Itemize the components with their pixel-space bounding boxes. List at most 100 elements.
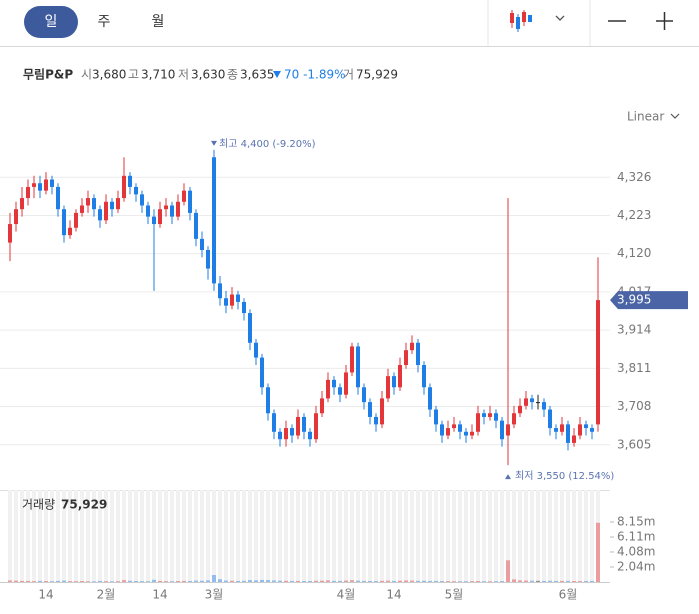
tab[interactable]: 월 — [152, 14, 165, 30]
dropdown-chevron[interactable] — [555, 15, 565, 21]
y-tick-label: 4,326 — [617, 170, 651, 184]
volume-bar — [170, 581, 174, 582]
high-marker — [211, 140, 217, 146]
volume-bar — [362, 580, 366, 582]
candle-body — [488, 413, 492, 417]
candle-body — [596, 300, 600, 425]
candle-body — [452, 424, 456, 429]
volume-bar — [38, 580, 42, 582]
volume-bar — [284, 580, 288, 582]
candle-body — [50, 179, 54, 187]
volume-bar — [20, 580, 24, 582]
volume-bar — [140, 581, 144, 582]
volume-bar — [194, 580, 198, 582]
candle-body — [506, 424, 510, 436]
volume-bar — [398, 580, 402, 582]
quote-label: 고 — [128, 68, 139, 82]
volume-tick-label: 4.08m — [617, 544, 655, 558]
y-tick-label: 3,914 — [617, 323, 651, 337]
candle-body — [584, 424, 588, 429]
volume-bar — [314, 580, 318, 582]
volume-tick-label: 6.11m — [617, 530, 655, 544]
volume-bar — [464, 581, 468, 582]
volume-bar — [368, 580, 372, 582]
candle-body — [74, 212, 78, 228]
candle-body — [494, 413, 498, 421]
y-tick-label: 3,811 — [617, 361, 651, 375]
tab[interactable]: 주 — [98, 14, 111, 30]
volume-bar — [536, 580, 540, 582]
high-label: 최고 4,400 (-9.20%) — [219, 138, 316, 150]
candle-body — [122, 175, 126, 199]
candle-body — [560, 424, 564, 432]
volume-bar — [470, 581, 474, 582]
volume-bar — [272, 580, 276, 582]
volume-bar — [440, 581, 444, 582]
y-tick-label: 3,605 — [617, 437, 651, 451]
candle-body — [152, 216, 156, 225]
volume-bar — [152, 579, 156, 582]
candle-body — [338, 387, 342, 395]
low-marker — [505, 474, 511, 480]
candle-body — [428, 387, 432, 410]
candle-body — [56, 186, 60, 210]
quote-value: 3,630 — [191, 68, 225, 82]
volume-title: 거래량 — [22, 498, 55, 512]
volume-bar — [338, 580, 342, 582]
candle-body — [368, 402, 372, 417]
change: 70 -1.89% — [284, 68, 346, 82]
volume-bar — [590, 580, 594, 582]
volume-bar — [488, 581, 492, 582]
candle-body — [230, 294, 234, 306]
quote-label: 시 — [81, 68, 92, 82]
tab-selected-bg[interactable] — [24, 6, 78, 38]
candle-body — [464, 431, 468, 436]
volume-bar — [308, 580, 312, 582]
volume-bar — [410, 580, 414, 582]
candle-body — [224, 298, 228, 306]
volume-bar — [206, 580, 210, 582]
volume-bar — [452, 581, 456, 582]
candle-body — [26, 186, 30, 199]
volume-bar — [572, 581, 576, 582]
volume-bar — [548, 580, 552, 582]
candle-body — [518, 405, 522, 414]
candle-body — [356, 346, 360, 388]
candle-body — [398, 365, 402, 388]
candle-body — [8, 224, 12, 243]
candle-body — [578, 424, 582, 436]
tab[interactable]: 일 — [45, 14, 58, 30]
volume-bar — [212, 575, 216, 582]
candle-body — [194, 212, 198, 239]
volume-bar — [332, 580, 336, 582]
volume-bar — [380, 580, 384, 582]
volume-bar — [116, 581, 120, 582]
zoom-in[interactable] — [656, 12, 673, 30]
scale-chevron[interactable] — [670, 113, 680, 119]
candle-body — [326, 379, 330, 399]
candle-body — [38, 183, 42, 191]
candle-body — [260, 357, 264, 388]
candle-body — [176, 201, 180, 217]
volume-bar — [98, 580, 102, 582]
volume-bar — [458, 581, 462, 582]
volume-bar — [584, 580, 588, 582]
volume-bar — [554, 580, 558, 582]
volume-bar — [524, 580, 528, 582]
chart-type-icon[interactable] — [510, 10, 532, 32]
candle-body — [206, 250, 210, 269]
volume-bar — [86, 581, 90, 582]
volume-bar — [290, 580, 294, 582]
volume-bar — [266, 580, 270, 582]
quote-value: 3,710 — [141, 68, 175, 82]
volume-bar — [248, 580, 252, 582]
candle-body — [296, 416, 300, 436]
volume-bar — [302, 581, 306, 582]
candle-body — [446, 428, 450, 436]
volume-bar — [326, 580, 330, 582]
candle-body — [134, 186, 138, 195]
scale-mode[interactable]: Linear — [627, 110, 664, 124]
volume-bar — [542, 580, 546, 582]
volume-bar — [422, 580, 426, 582]
